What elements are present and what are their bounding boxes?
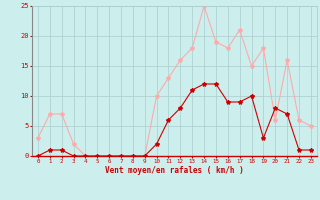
X-axis label: Vent moyen/en rafales ( km/h ): Vent moyen/en rafales ( km/h ) [105, 166, 244, 175]
